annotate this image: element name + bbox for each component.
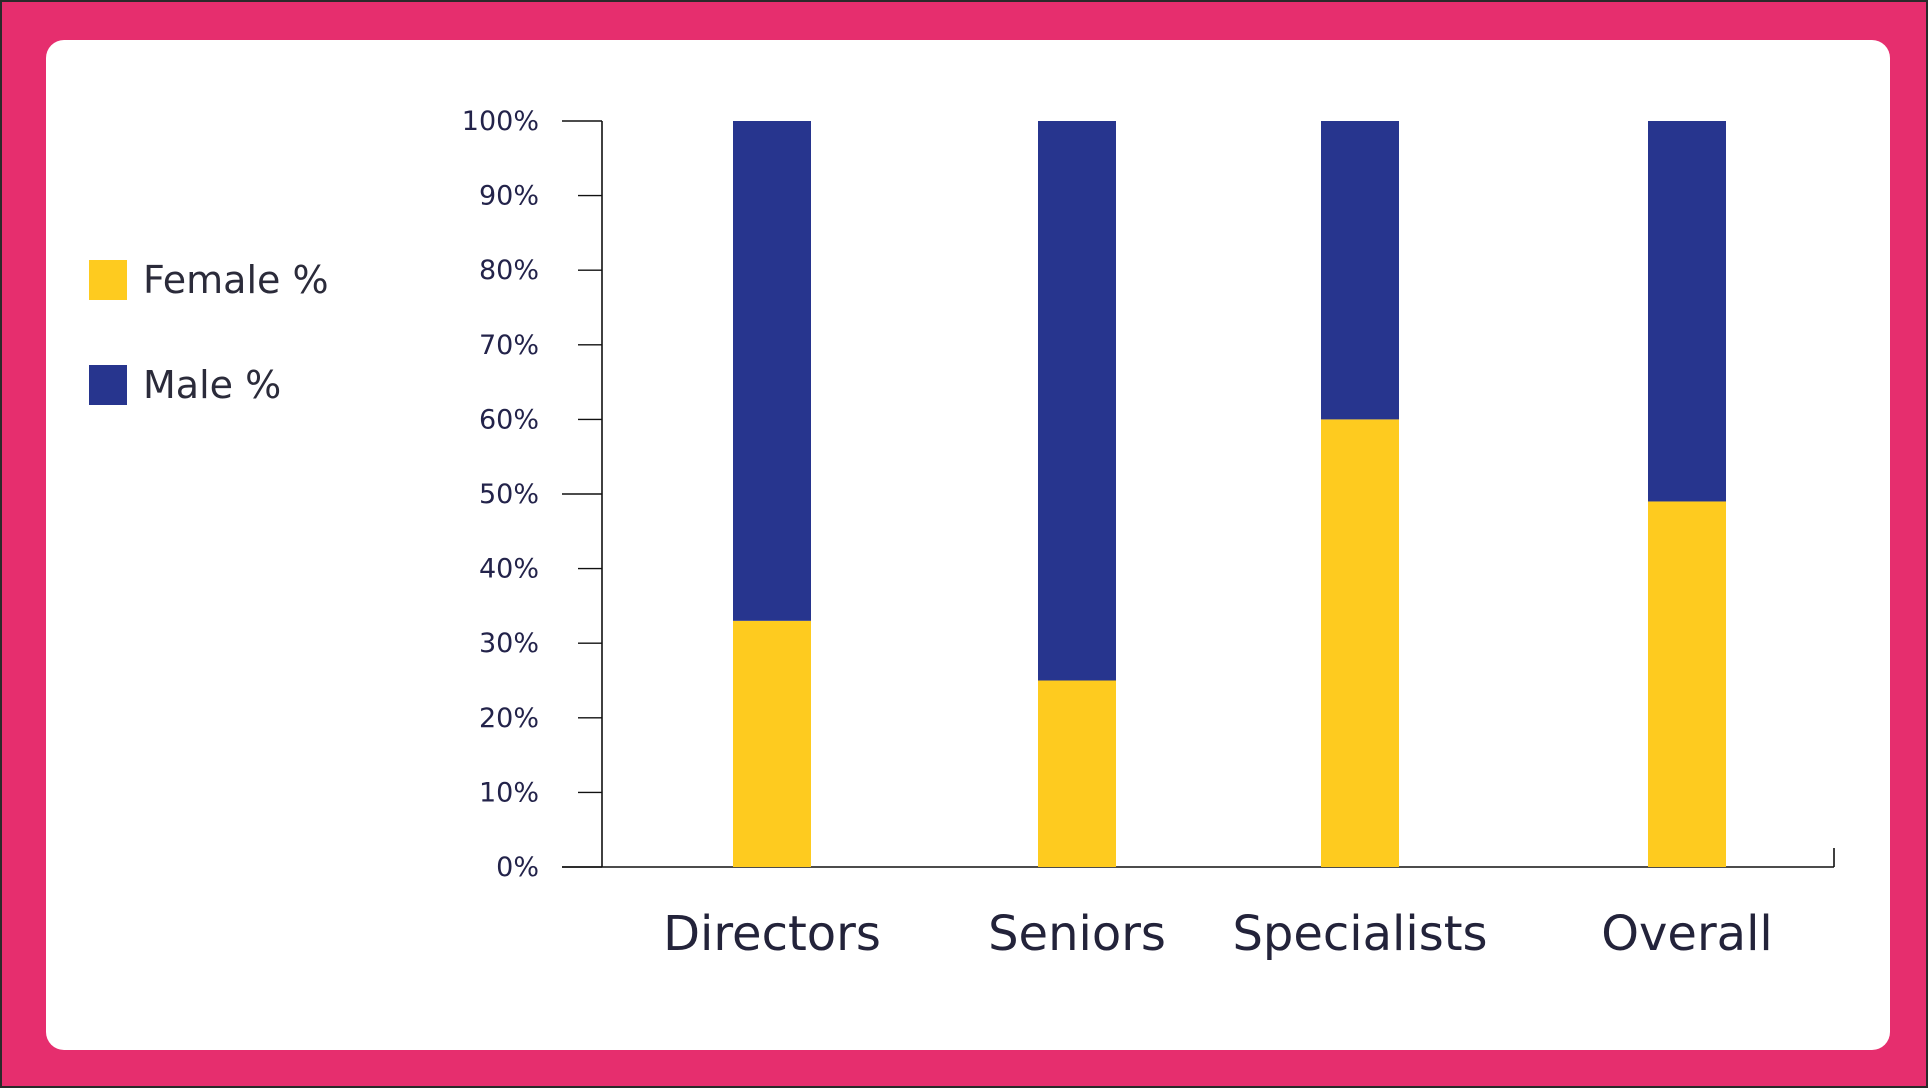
y-tick-label: 20%	[479, 703, 539, 734]
bar-segment-male	[1038, 121, 1116, 681]
chart-card	[46, 40, 1890, 1050]
legend: Female % Male %	[89, 260, 329, 470]
bar-segment-male	[1648, 121, 1726, 502]
y-tick-label: 10%	[479, 777, 539, 808]
legend-swatch-female	[89, 260, 127, 300]
bar-segment-female	[1038, 680, 1116, 867]
legend-swatch-male	[89, 365, 127, 405]
y-tick-label: 90%	[479, 181, 539, 212]
y-tick-label: 50%	[479, 479, 539, 510]
legend-label-female: Female %	[143, 258, 329, 302]
legend-item-male: Male %	[89, 365, 329, 405]
bar-segment-male	[733, 121, 811, 621]
x-category-label: Specialists	[1232, 906, 1487, 962]
y-tick-label: 0%	[496, 852, 539, 883]
bar-segment-female	[1648, 501, 1726, 867]
y-tick-label: 100%	[462, 106, 539, 137]
x-category-label: Overall	[1601, 906, 1773, 962]
bar-segment-female	[733, 620, 811, 867]
bar-segment-male	[1321, 121, 1399, 420]
legend-label-male: Male %	[143, 363, 282, 407]
y-tick-label: 70%	[479, 330, 539, 361]
y-tick-label: 80%	[479, 255, 539, 286]
y-tick-label: 40%	[479, 554, 539, 585]
y-tick-label: 30%	[479, 628, 539, 659]
y-tick-label: 60%	[479, 404, 539, 435]
bar-segment-female	[1321, 419, 1399, 867]
x-category-label: Directors	[663, 906, 881, 962]
x-category-label: Seniors	[988, 906, 1166, 962]
legend-item-female: Female %	[89, 260, 329, 300]
